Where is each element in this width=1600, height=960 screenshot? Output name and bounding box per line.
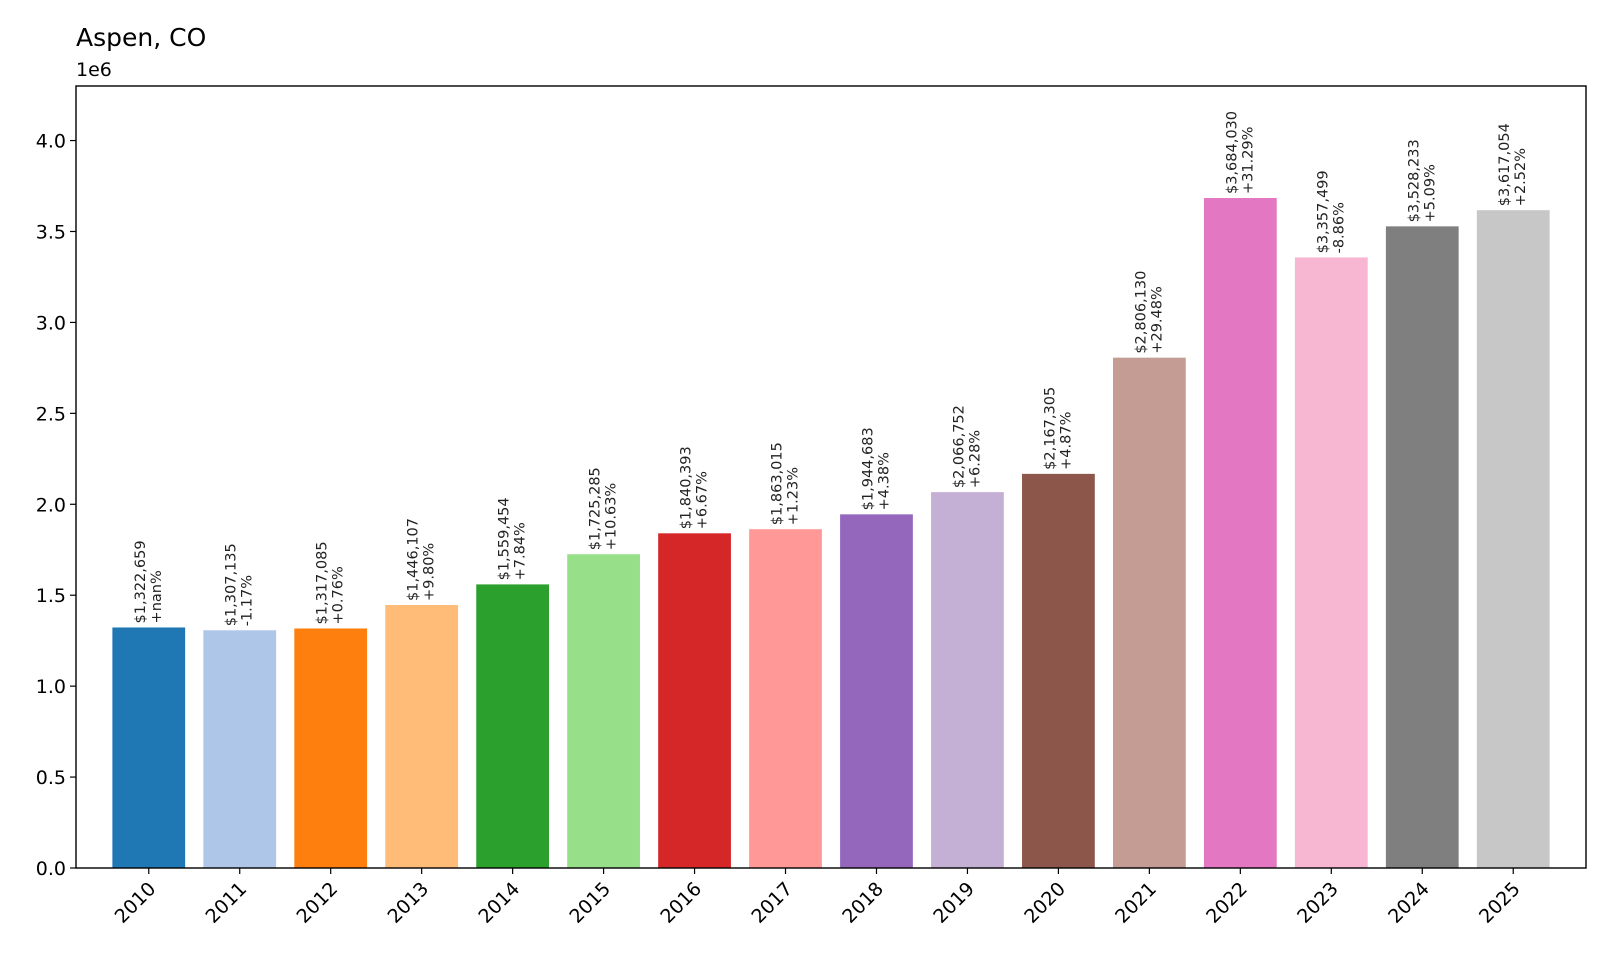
x-tick-label: 2012 (292, 878, 342, 928)
bars-group (112, 198, 1550, 869)
bar-value-label: $3,528,233 (1406, 139, 1422, 222)
x-tick-label: 2017 (747, 878, 797, 928)
bar-value-label: $1,863,015 (770, 442, 786, 525)
bar-value-label: $2,066,752 (951, 405, 967, 488)
bar-value-label: $1,559,454 (497, 497, 513, 580)
y-tick-label: 3.0 (36, 312, 66, 334)
x-tick-label: 2015 (565, 878, 615, 928)
x-tick-label: 2023 (1293, 878, 1343, 928)
bar-value-label: $1,446,107 (406, 518, 422, 601)
x-tick-label: 2013 (383, 878, 433, 928)
bar-2024 (1385, 226, 1459, 869)
plot-frame (75, 85, 1587, 869)
bar-change-label: -1.17% (240, 575, 256, 626)
y-axis-offset-label: 1e6 (76, 59, 112, 81)
x-tick-label: 2021 (1111, 878, 1161, 928)
bar-2018 (840, 514, 913, 868)
bar-2010 (112, 627, 186, 868)
bar-change-label: +6.28% (967, 430, 983, 488)
bar-2025 (1476, 210, 1550, 869)
bar-labels-group: $1,322,659 +nan% $1,307,135 -1.17% $1,317,08… (133, 111, 1529, 626)
bar-value-label: $1,322,659 (133, 540, 149, 623)
bar-change-label: -8.86% (1331, 202, 1347, 253)
x-tick-label: 2011 (202, 878, 252, 928)
bar-2013 (385, 605, 459, 868)
bar-value-label: $1,725,285 (588, 467, 604, 550)
bar-change-label: +7.84% (513, 522, 529, 580)
bar-change-label: +1.23% (786, 467, 802, 525)
bar-change-label: +10.63% (604, 483, 620, 550)
bar-2014 (476, 584, 550, 868)
bar-change-label: +29.48% (1149, 286, 1165, 353)
x-tick-label: 2020 (1020, 878, 1070, 928)
bar-change-label: +5.09% (1422, 164, 1438, 222)
y-tick-label: 2.0 (36, 494, 66, 516)
y-axis: 0.0 0.5 1.0 1.5 2.0 2.5 3.0 3.5 4.0 (36, 131, 76, 880)
bar-change-label: +9.80% (422, 543, 438, 601)
bar-2021 (1112, 357, 1186, 868)
bar-2012 (294, 628, 368, 868)
x-tick-label: 2022 (1202, 878, 1252, 928)
bar-change-label: +31.29% (1240, 127, 1256, 194)
bar-change-label: +nan% (149, 570, 165, 623)
y-tick-label: 1.0 (36, 676, 66, 698)
x-tick-label: 2018 (838, 878, 888, 928)
x-tick-label: 2024 (1384, 878, 1434, 928)
bar-2020 (1022, 473, 1095, 868)
bar-value-label: $1,944,683 (860, 427, 876, 510)
x-tick-label: 2025 (1475, 878, 1525, 928)
y-tick-label: 4.0 (36, 131, 66, 153)
x-axis: 2010 2011 2012 2013 2014 2015 2016 2017 2018 2019… (111, 868, 1525, 928)
chart-title: Aspen, CO (76, 23, 206, 52)
bar-2016 (658, 533, 731, 868)
bar-change-label: +4.38% (876, 452, 892, 510)
bar-value-label: $1,307,135 (224, 543, 240, 626)
x-tick-label: 2016 (656, 878, 706, 928)
bar-value-label: $3,684,030 (1224, 111, 1240, 194)
bar-2015 (567, 554, 640, 868)
x-tick-label: 2014 (474, 878, 524, 928)
x-tick-label: 2019 (929, 878, 979, 928)
y-tick-label: 3.5 (36, 221, 66, 243)
bar-value-label: $1,317,085 (315, 541, 331, 624)
bar-2022 (1203, 198, 1277, 869)
bar-2023 (1294, 257, 1368, 868)
bar-value-label: $3,617,054 (1497, 123, 1513, 206)
bar-2017 (749, 529, 822, 868)
bar-value-label: $2,167,305 (1042, 387, 1058, 470)
bar-value-label: $1,840,393 (679, 446, 695, 529)
bar-change-label: +2.52% (1513, 148, 1529, 206)
bar-change-label: +6.67% (695, 471, 711, 529)
x-tick-label: 2010 (111, 878, 161, 928)
bar-value-label: $2,806,130 (1133, 271, 1149, 354)
bar-change-label: +0.76% (331, 566, 347, 624)
y-tick-label: 2.5 (36, 403, 66, 425)
y-tick-label: 0.0 (36, 858, 66, 880)
bar-2019 (931, 492, 1004, 868)
y-tick-label: 0.5 (36, 767, 66, 789)
bar-2011 (203, 630, 277, 868)
y-tick-label: 1.5 (36, 585, 66, 607)
bar-change-label: +4.87% (1058, 412, 1074, 470)
bar-value-label: $3,357,499 (1315, 170, 1331, 253)
